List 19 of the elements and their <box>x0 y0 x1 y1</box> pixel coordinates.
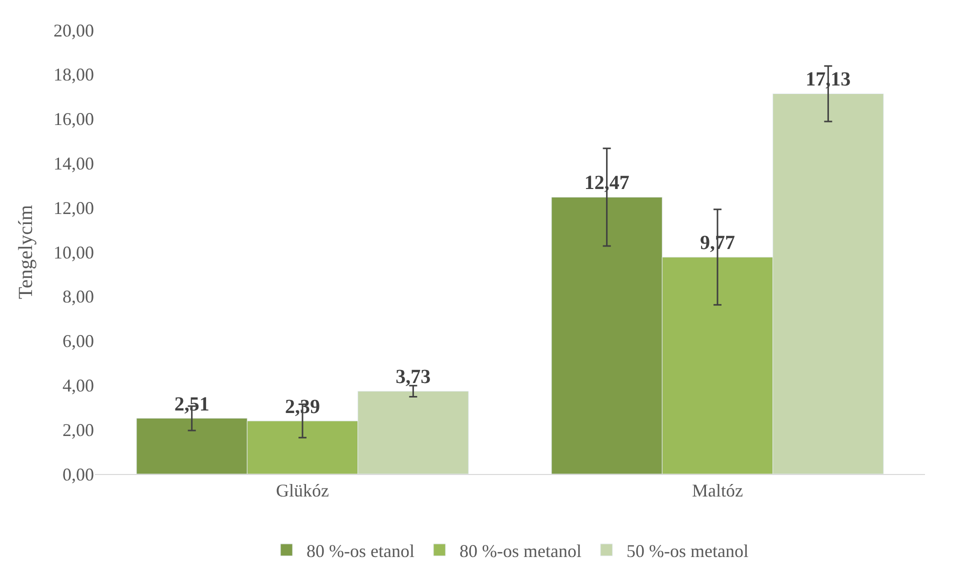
data-label: 2,51 <box>174 393 210 416</box>
legend-label: 50 %-os metanol <box>626 540 748 561</box>
y-tick-label: 0,00 <box>62 464 94 484</box>
y-tick-label: 16,00 <box>54 109 94 130</box>
y-tick-label: 6,00 <box>62 331 94 352</box>
y-tick-label: 20,00 <box>54 20 94 40</box>
x-tick-label: Maltóz <box>692 480 743 501</box>
y-tick-label: 10,00 <box>54 242 94 262</box>
y-axis-title: Tengelycím <box>15 204 37 300</box>
y-tick-label: 18,00 <box>54 64 94 85</box>
x-tick-label: Glükóz <box>276 480 329 501</box>
y-tick-label: 4,00 <box>62 376 94 396</box>
y-tick-label: 2,00 <box>62 420 94 440</box>
legend-label: 80 %-os metanol <box>459 540 582 561</box>
y-tick-label: 8,00 <box>62 286 94 307</box>
data-label: 3,73 <box>396 366 431 388</box>
y-tick-label: 14,00 <box>54 154 94 174</box>
y-tick-label: 12,00 <box>54 198 94 218</box>
legend-label: 80 %-os etanol <box>306 540 414 561</box>
